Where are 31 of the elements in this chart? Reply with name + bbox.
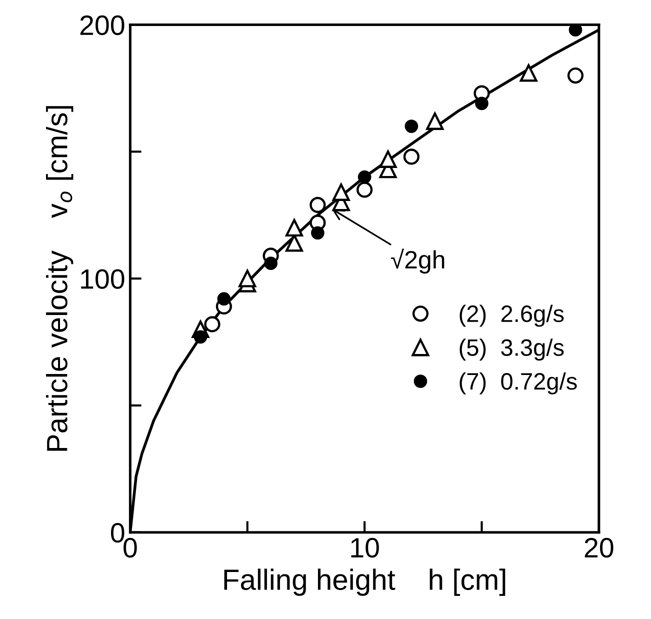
x-axis-title: Falling height h [cm]: [224, 568, 506, 596]
point: [567, 67, 584, 84]
point: [356, 182, 373, 198]
y-tick-label: 0: [110, 523, 124, 543]
point: [217, 292, 231, 306]
point: [332, 184, 350, 202]
y-axis-title: Particle velocity v$_{o}$ [cm/s]: [46, 106, 74, 451]
point: [520, 64, 538, 82]
x-tick-label: 10: [351, 538, 379, 558]
point: [475, 96, 488, 110]
point: [310, 196, 326, 214]
point: [264, 256, 278, 270]
x-tick-label: 20: [584, 538, 614, 558]
point: [404, 120, 418, 133]
y-tick-label: 100: [81, 269, 124, 289]
point: [238, 270, 256, 288]
point: [204, 316, 220, 332]
legend-label: (5) 3.3g/s: [460, 338, 564, 361]
legend-label: (2) 2.6g/s: [460, 304, 564, 327]
y-tick-label: 200: [80, 15, 124, 36]
point: [568, 24, 582, 36]
point: [311, 226, 324, 240]
point: [426, 112, 444, 130]
legend-label: (7) 0.72g/s: [460, 372, 577, 394]
point: [194, 330, 208, 344]
point: [358, 170, 372, 184]
point: [379, 150, 397, 168]
x-tick-label: 0: [124, 538, 137, 558]
point: [403, 148, 420, 165]
point: [286, 219, 303, 237]
annotation: √2gh: [390, 248, 444, 274]
